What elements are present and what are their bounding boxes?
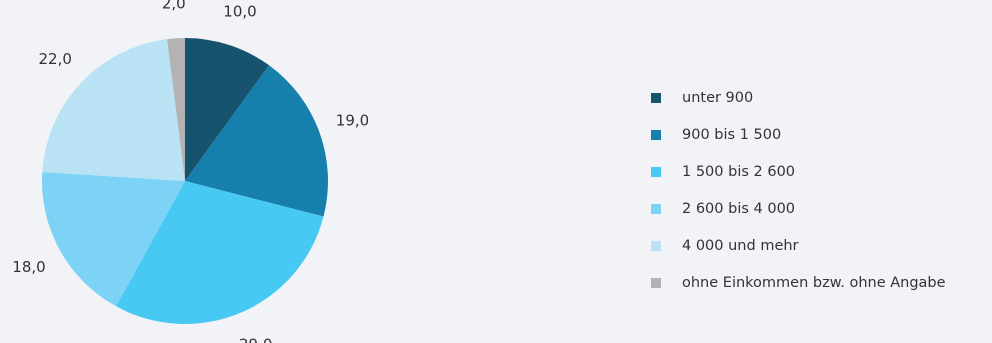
pie-value-label-4: 18,0 — [12, 258, 45, 276]
legend-swatch-900-bis-1500 — [651, 129, 661, 140]
chart-legend: unter 900 900 bis 1 500 1 500 bis 2 600 … — [651, 79, 946, 301]
pie-slice-4 — [41, 172, 185, 307]
legend-label: ohne Einkommen bzw. ohne Angabe — [682, 274, 946, 291]
legend-item-2600-bis-4000: 2 600 bis 4 000 — [651, 190, 946, 227]
legend-label: unter 900 — [682, 89, 754, 106]
legend-swatch-2600-bis-4000 — [651, 203, 661, 214]
legend-label: 4 000 und mehr — [682, 237, 799, 254]
pie-value-label-5: 22,0 — [38, 50, 71, 68]
legend-swatch-1500-bis-2600 — [651, 166, 661, 177]
legend-item-ohne-einkommen: ohne Einkommen bzw. ohne Angabe — [651, 264, 946, 301]
pie-slices — [41, 38, 329, 324]
legend-item-4000-und-mehr: 4 000 und mehr — [651, 227, 946, 264]
pie-slice-3 — [116, 181, 324, 324]
legend-item-1500-bis-2600: 1 500 bis 2 600 — [651, 153, 946, 190]
pie-value-label-6: 2,0 — [162, 0, 186, 12]
pie-value-label-2: 19,0 — [336, 112, 369, 130]
pie-value-label-1: 10,0 — [223, 3, 256, 21]
legend-swatch-ohne-einkommen — [651, 277, 661, 288]
legend-item-unter-900: unter 900 — [651, 79, 946, 116]
legend-item-900-bis-1500: 900 bis 1 500 — [651, 116, 946, 153]
pie-slice-2 — [185, 65, 329, 217]
legend-swatch-4000-und-mehr — [651, 240, 661, 251]
pie-value-labels: 10,0 19,0 29,0 18,0 22,0 2,0 — [12, 0, 369, 343]
legend-label: 1 500 bis 2 600 — [682, 163, 796, 180]
pie-slice-1 — [185, 38, 270, 181]
pie-slice-6 — [167, 38, 185, 181]
pie-value-label-3: 29,0 — [239, 335, 272, 343]
legend-label: 2 600 bis 4 000 — [682, 200, 796, 217]
legend-swatch-unter-900 — [651, 92, 661, 103]
pie-slice-5 — [42, 39, 185, 181]
legend-label: 900 bis 1 500 — [682, 126, 782, 143]
